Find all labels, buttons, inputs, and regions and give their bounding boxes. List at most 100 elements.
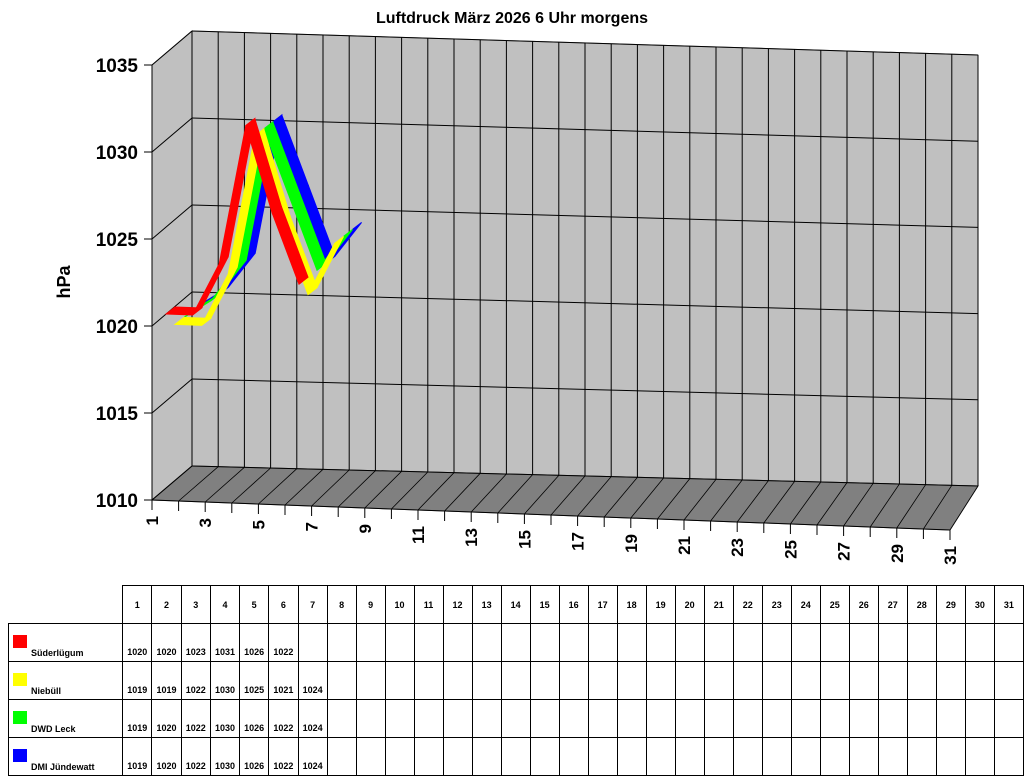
y-tick-label: 1010 — [96, 491, 138, 512]
table-cell — [645, 737, 676, 776]
table-cell — [529, 699, 560, 738]
day-header: 20 — [674, 585, 705, 624]
table-cell — [587, 623, 618, 662]
table-cell — [993, 623, 1024, 662]
table-cell — [616, 661, 647, 700]
table-cell: 1031 — [209, 623, 241, 662]
table-cell: 1020 — [151, 699, 182, 738]
table-cell — [616, 623, 647, 662]
table-cell — [761, 661, 792, 700]
table-cell — [790, 699, 821, 738]
table-cell — [587, 661, 618, 700]
series-name: DMI Jündewatt — [31, 762, 95, 772]
table-cell — [877, 661, 908, 700]
table-cell — [471, 661, 502, 700]
series-name: Süderlügum — [31, 648, 84, 658]
x-tick-label: 21 — [675, 536, 694, 555]
table-cell: 1030 — [209, 699, 241, 738]
day-header: 14 — [500, 585, 531, 624]
table-cell — [674, 623, 705, 662]
table-cell — [297, 623, 328, 662]
legend-swatch-icon — [13, 635, 27, 648]
table-cell — [355, 661, 386, 700]
day-header: 26 — [848, 585, 879, 624]
day-header: 30 — [964, 585, 995, 624]
table-cell: 1019 — [151, 661, 182, 700]
table-cell — [558, 737, 589, 776]
day-header: 19 — [645, 585, 676, 624]
table-cell: 1024 — [297, 737, 328, 776]
table-cell: 1021 — [268, 661, 299, 700]
table-cell: 1020 — [151, 623, 182, 662]
data-table: 1 2 3 4 5 6 7 8 9 10 11 12 13 14 15 16 17 18 19 20 21 22 23 24 2… — [7, 585, 1024, 776]
table-cell — [500, 699, 531, 738]
table-cell — [645, 623, 676, 662]
table-cell — [993, 661, 1024, 700]
table-cell: 1025 — [239, 661, 270, 700]
table-cell — [500, 737, 531, 776]
table-cell — [558, 699, 589, 738]
table-cell — [326, 737, 357, 776]
table-cell — [442, 661, 473, 700]
day-header: 10 — [384, 585, 415, 624]
series-legend-label: Süderlügum — [7, 623, 124, 662]
table-cell: 1020 — [122, 623, 153, 662]
table-cell — [471, 737, 502, 776]
table-cell — [848, 737, 879, 776]
table-cell — [906, 737, 937, 776]
table-row: DMI Jündewatt 1019 1020 1022 1030 1026 1022 102… — [7, 737, 1024, 776]
table-cell: 1020 — [151, 737, 182, 776]
table-cell — [906, 623, 937, 662]
day-header: 4 — [209, 585, 241, 624]
table-cell — [732, 699, 763, 738]
x-tick-label: 19 — [622, 534, 641, 553]
x-tick-label: 29 — [888, 544, 907, 563]
series-ribbon — [271, 205, 309, 286]
table-cell — [703, 699, 734, 738]
table-cell — [529, 737, 560, 776]
table-cell — [442, 699, 473, 738]
table-cell — [964, 623, 995, 662]
table-cell — [761, 737, 792, 776]
y-tick-label: 1020 — [96, 317, 138, 338]
table-cell: 1030 — [209, 737, 241, 776]
series-legend-label: DMI Jündewatt — [7, 737, 124, 776]
table-cell — [442, 623, 473, 662]
table-cell — [790, 661, 821, 700]
x-tick-label: 7 — [303, 522, 322, 531]
series-name: Niebüll — [31, 686, 62, 696]
x-tick-label: 27 — [835, 542, 854, 561]
table-cell — [906, 661, 937, 700]
table-cell — [558, 623, 589, 662]
table-cell — [587, 737, 618, 776]
table-cell — [355, 737, 386, 776]
day-header: 6 — [268, 585, 299, 624]
table-cell — [877, 699, 908, 738]
table-cell — [645, 661, 676, 700]
day-header: 5 — [239, 585, 270, 624]
x-tick-label: 23 — [728, 538, 747, 557]
table-cell: 1022 — [180, 737, 211, 776]
table-cell — [819, 737, 850, 776]
table-cell — [935, 737, 966, 776]
table-cell — [616, 699, 647, 738]
legend-swatch-icon — [13, 673, 27, 686]
legend-swatch-icon — [13, 711, 27, 724]
day-header: 18 — [616, 585, 647, 624]
table-cell — [384, 623, 415, 662]
table-cell — [935, 699, 966, 738]
table-cell: 1022 — [180, 699, 211, 738]
table-cell — [732, 623, 763, 662]
table-cell: 1019 — [122, 661, 153, 700]
series-name: DWD Leck — [31, 724, 76, 734]
table-cell — [732, 737, 763, 776]
table-cell — [935, 623, 966, 662]
x-tick-label: 13 — [462, 528, 481, 547]
table-cell — [964, 661, 995, 700]
table-cell: 1022 — [268, 699, 299, 738]
table-cell: 1019 — [122, 737, 153, 776]
x-tick-label: 1 — [143, 516, 162, 525]
table-cell — [326, 699, 357, 738]
day-header: 23 — [761, 585, 792, 624]
